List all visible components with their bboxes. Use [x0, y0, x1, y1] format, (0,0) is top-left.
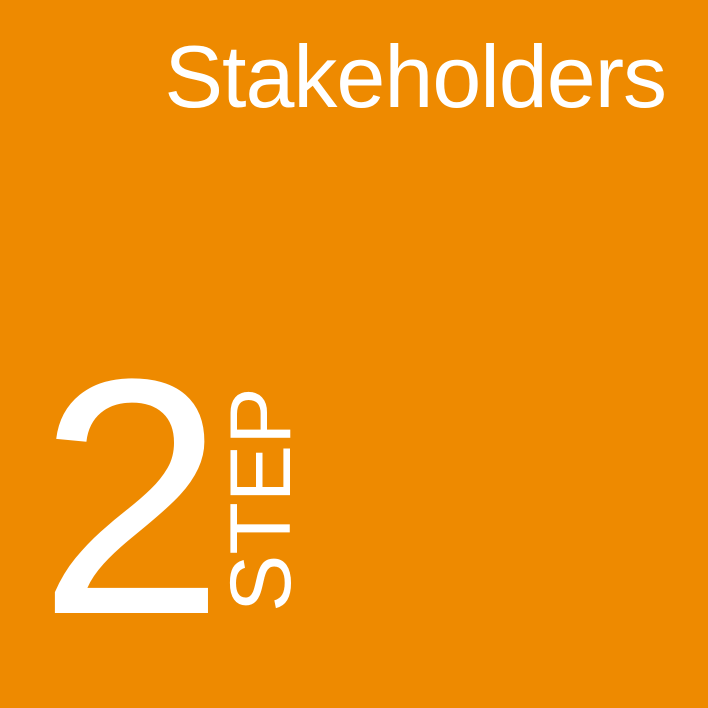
step-label: STEP	[213, 387, 309, 612]
step-number: 2	[38, 310, 225, 685]
tile-title: Stakeholders	[164, 27, 667, 126]
